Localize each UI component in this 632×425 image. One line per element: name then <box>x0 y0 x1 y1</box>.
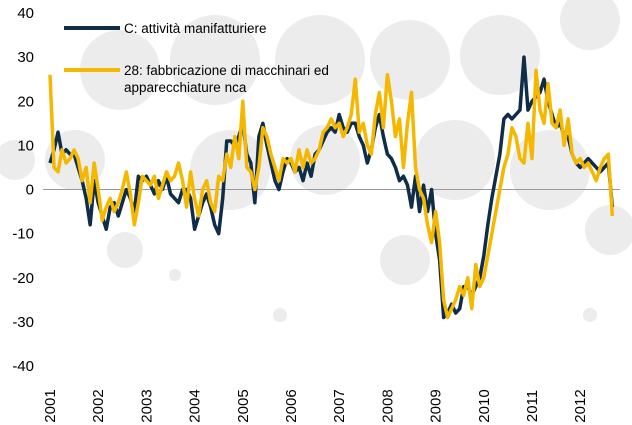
y-tick-label: 30 <box>17 49 34 66</box>
x-tick-label: 2012 <box>572 389 589 422</box>
x-tick-label: 2010 <box>476 389 493 422</box>
y-tick-label: 40 <box>17 5 34 22</box>
x-tick-label: 2006 <box>283 389 300 422</box>
x-tick-label: 2001 <box>42 389 59 422</box>
x-tick-label: 2003 <box>138 389 155 422</box>
y-tick-label: -40 <box>12 358 34 375</box>
x-tick-label: 2009 <box>428 389 445 422</box>
background-circles <box>0 0 632 322</box>
x-tick-label: 2004 <box>187 389 204 422</box>
legend-label: C: attività manifatturiere <box>124 21 267 36</box>
y-tick-label: 10 <box>17 137 34 154</box>
y-tick-label: -10 <box>12 226 34 243</box>
legend-label: 28: fabbricazione di macchinari ed appar… <box>124 63 329 95</box>
x-tick-label: 2011 <box>524 390 541 422</box>
y-tick-label: -30 <box>12 314 34 331</box>
x-tick-label: 2007 <box>331 389 348 422</box>
y-tick-label: 20 <box>17 93 34 110</box>
y-tick-label: 0 <box>26 182 34 199</box>
series-line <box>48 68 615 320</box>
x-tick-label: 2008 <box>379 389 396 422</box>
x-tick-label: 2002 <box>90 389 107 422</box>
y-tick-label: -20 <box>12 270 34 287</box>
x-tick-label: 2005 <box>235 389 252 422</box>
